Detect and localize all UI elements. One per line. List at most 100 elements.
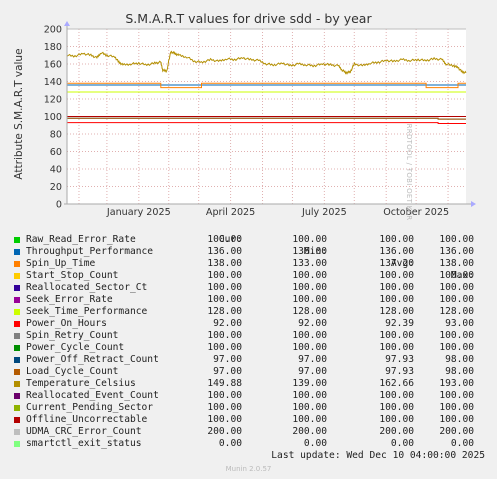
y-tick-label: 180: [44, 42, 62, 53]
chart-title: S.M.A.R.T values for drive sdd - by year: [125, 11, 372, 26]
legend-min-value: 100.00: [292, 282, 327, 293]
y-tick-label: 80: [50, 130, 62, 141]
legend-swatch: [14, 345, 20, 351]
col-min-header: Min:: [303, 246, 327, 257]
legend-avg-value: 0.00: [390, 438, 414, 449]
legend-avg-value: 100.00: [379, 390, 414, 401]
legend-max-value: 138.00: [439, 258, 474, 269]
x-tick-label: October 2025: [383, 207, 449, 218]
legend-max-value: 93.00: [445, 318, 474, 329]
legend-avg-value: 100.00: [379, 294, 414, 305]
legend-cur-value: 136.00: [207, 246, 242, 257]
legend-cur-value: 92.00: [213, 318, 242, 329]
series-lines: [66, 28, 467, 205]
x-axis-arrow: [471, 201, 476, 207]
legend-max-value: 200.00: [439, 426, 474, 437]
legend-series-name: Seek_Error_Rate: [26, 294, 113, 305]
legend-min-value: 128.00: [292, 306, 327, 317]
legend-row: Start_Stop_Count 100.00 100.00 100.00 100.00: [12, 270, 482, 282]
legend-swatch: [14, 261, 20, 267]
legend-series-name: Reallocated_Event_Count: [26, 390, 159, 401]
y-axis-label: Attribute S.M.A.R.T value: [13, 48, 25, 180]
legend-max-value: 128.00: [439, 306, 474, 317]
y-axis-arrow: [64, 21, 70, 26]
legend-swatch: [14, 321, 20, 327]
x-tick-label: April 2025: [206, 207, 255, 218]
legend-min-value: 97.00: [298, 366, 327, 377]
legend-row: smartctl_exit_status 0.00 0.00 0.00 0.00: [12, 438, 482, 450]
legend-max-value: 100.00: [439, 234, 474, 245]
y-tick-label: 20: [50, 182, 62, 193]
legend-series-name: Spin_Up_Time: [26, 258, 96, 269]
series-line-power-on-hours: [67, 122, 466, 124]
legend-min-value: 92.00: [298, 318, 327, 329]
y-tick-label: 100: [44, 112, 62, 123]
legend-cur-value: 100.00: [207, 282, 242, 293]
legend-min-value: 100.00: [292, 234, 327, 245]
series-line-load-cycle-count: [67, 117, 466, 120]
legend-series-name: Seek_Time_Performance: [26, 306, 148, 317]
legend-cur-value: 100.00: [207, 342, 242, 353]
legend-row: Raw_Read_Error_Rate 100.00 100.00 100.00 100…: [12, 234, 482, 246]
legend-swatch: [14, 381, 20, 387]
legend-max-value: 100.00: [439, 342, 474, 353]
legend-swatch: [14, 357, 20, 363]
legend-avg-value: 100.00: [379, 330, 414, 341]
legend-series-name: Load_Cycle_Count: [26, 366, 119, 377]
y-tick-labels: 0 20 40 60 80 100 120 140 160 180 200: [44, 25, 62, 211]
legend-series-name: Throughput_Performance: [26, 246, 154, 257]
legend-cur-value: 200.00: [207, 426, 242, 437]
legend-swatch: [14, 297, 20, 303]
legend-avg-value: 200.00: [379, 426, 414, 437]
legend-swatch: [14, 309, 20, 315]
legend-avg-value: 100.00: [379, 270, 414, 281]
legend-max-value: 100.00: [439, 330, 474, 341]
last-update: Last update: Wed Dec 10 04:00:00 2025: [271, 450, 485, 461]
legend-row: UDMA_CRC_Error_Count 200.00 200.00 200.00 20…: [12, 426, 482, 438]
legend-row: Spin_Up_Time 138.00 133.00 137.20 138.00: [12, 258, 482, 270]
legend-header: Cur: Min: Avg: Max:: [12, 222, 482, 281]
legend-swatch: [14, 333, 20, 339]
legend-min-value: 100.00: [292, 402, 327, 413]
legend-swatch: [14, 417, 20, 423]
legend-max-value: 100.00: [439, 294, 474, 305]
legend-series-name: Raw_Read_Error_Rate: [26, 234, 136, 245]
legend-row: Seek_Error_Rate 100.00 100.00 100.00 100.00: [12, 294, 482, 306]
legend-series-name: Spin_Retry_Count: [26, 330, 119, 341]
legend-min-value: 100.00: [292, 414, 327, 425]
legend-cur-value: 97.00: [213, 354, 242, 365]
legend-max-value: 136.00: [439, 246, 474, 257]
legend-min-value: 100.00: [292, 270, 327, 281]
y-tick-label: 140: [44, 77, 62, 88]
legend: Cur: Min: Avg: Max: Raw_Read_Error_Rate 1…: [12, 222, 482, 450]
legend-swatch: [14, 237, 20, 243]
legend-avg-value: 97.93: [385, 366, 414, 377]
legend-swatch: [14, 393, 20, 399]
legend-min-value: 136.00: [292, 246, 327, 257]
legend-max-value: 193.00: [439, 378, 474, 389]
y-tick-label: 40: [50, 165, 62, 176]
legend-avg-value: 97.93: [385, 354, 414, 365]
legend-row: Temperature_Celsius 149.88 139.00 162.66 193…: [12, 378, 482, 390]
legend-swatch: [14, 429, 20, 435]
legend-series-name: Current_Pending_Sector: [26, 402, 154, 413]
legend-cur-value: 100.00: [207, 414, 242, 425]
legend-cur-value: 100.00: [207, 294, 242, 305]
legend-min-value: 133.00: [292, 258, 327, 269]
legend-cur-value: 149.88: [207, 378, 242, 389]
legend-swatch: [14, 273, 20, 279]
legend-series-name: Start_Stop_Count: [26, 270, 119, 281]
legend-series-name: Power_Cycle_Count: [26, 342, 125, 353]
legend-min-value: 100.00: [292, 390, 327, 401]
legend-max-value: 100.00: [439, 390, 474, 401]
legend-row: Power_On_Hours 92.00 92.00 92.39 93.00: [12, 318, 482, 330]
legend-min-value: 139.00: [292, 378, 327, 389]
series-line-spin-up-time: [67, 82, 466, 89]
y-tick-label: 200: [44, 25, 62, 36]
y-tick-label: 120: [44, 95, 62, 106]
legend-swatch: [14, 405, 20, 411]
legend-avg-value: 136.00: [379, 246, 414, 257]
legend-series-name: Temperature_Celsius: [26, 378, 136, 389]
legend-series-name: UDMA_CRC_Error_Count: [26, 426, 142, 437]
